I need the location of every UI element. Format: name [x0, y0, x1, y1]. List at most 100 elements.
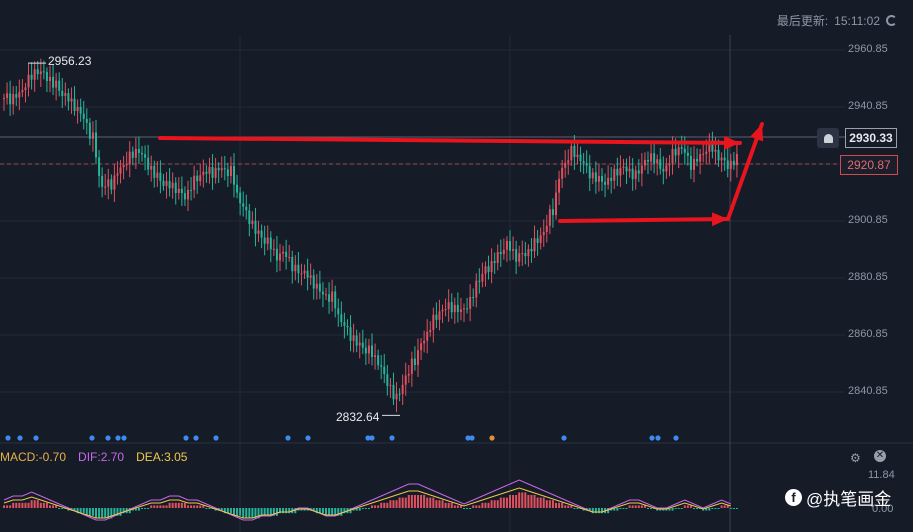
candle-body [101, 175, 104, 187]
macd-bar [24, 502, 27, 508]
refresh-icon[interactable] [886, 15, 897, 26]
candle-body [236, 184, 239, 193]
candle-body [6, 93, 9, 99]
candle-body [82, 113, 85, 119]
macd-bar [361, 508, 364, 509]
candle-body [325, 294, 327, 296]
y-tick-label: 2960.85 [848, 43, 888, 55]
candle-body [582, 160, 585, 163]
macd-bar [650, 508, 653, 509]
macd-bar [714, 508, 717, 509]
macd-bar [95, 508, 97, 519]
candle-body [361, 342, 364, 348]
candle-body [622, 166, 625, 168]
macd-bar [128, 508, 131, 514]
macd-bar [82, 508, 85, 514]
candle-body [229, 165, 232, 177]
candle-body [487, 266, 490, 273]
macd-bar [282, 508, 285, 514]
breakout-arrow-head [750, 124, 764, 142]
candle-body [122, 164, 125, 168]
candle-body [398, 393, 401, 395]
macd-bar [116, 508, 119, 516]
candle-body [417, 350, 419, 365]
macd-bar [73, 508, 76, 511]
candle-body [98, 157, 101, 176]
candle-body [404, 375, 407, 385]
macd-bar [410, 495, 413, 508]
candle-body [496, 252, 499, 263]
macd-bar [634, 505, 637, 508]
candle-body [199, 175, 202, 182]
candle-body [533, 238, 536, 252]
candle-body [168, 180, 171, 189]
last-update-label: 最后更新: [776, 14, 829, 28]
macd-bar [229, 508, 232, 514]
macd-bar [367, 508, 370, 509]
macd-bar [689, 505, 692, 508]
macd-bar [377, 505, 380, 508]
candle-body [466, 308, 469, 310]
candle-body [686, 152, 689, 156]
candle-body [113, 175, 116, 190]
macd-bar [484, 502, 487, 508]
macd-bar [435, 500, 438, 508]
candle-body [226, 169, 229, 177]
macd-value: MACD:-0.70 [0, 450, 67, 464]
candle-body [435, 314, 438, 320]
candle-body [245, 206, 248, 211]
macd-bar [392, 500, 395, 508]
macd-bar [594, 508, 597, 514]
last-price-tag: 2920.87 [840, 155, 898, 175]
candle-body [144, 154, 147, 158]
macd-bar [107, 508, 110, 519]
macd-bar [417, 495, 419, 508]
event-dot [561, 435, 567, 441]
macd-bar [450, 502, 453, 508]
candle-body [328, 294, 331, 302]
macd-bar [509, 495, 511, 508]
macd-bar [137, 508, 140, 511]
macd-bar [588, 508, 591, 511]
candle-body [177, 188, 180, 193]
macd-bar [674, 508, 677, 509]
candle-body [518, 253, 521, 262]
candle-body [432, 314, 435, 330]
gear-icon[interactable]: ⚙ [850, 451, 861, 465]
candle-body [272, 248, 275, 250]
macd-bar [643, 505, 646, 508]
candle-body [726, 160, 729, 169]
candle-body [30, 74, 33, 80]
macd-bar [45, 502, 48, 508]
candle-body [484, 266, 487, 274]
close-icon[interactable]: ✕ [874, 450, 886, 462]
event-dot [121, 435, 127, 441]
macd-bar [42, 502, 45, 508]
macd-bar [79, 508, 82, 514]
candle-body [233, 165, 235, 185]
y-tick-label: 2900.85 [848, 214, 888, 226]
candle-body [530, 248, 533, 252]
macd-bar [236, 508, 239, 516]
macd-bar [567, 505, 570, 508]
low-label: 2832.64 [336, 410, 380, 424]
candle-body [490, 261, 493, 273]
macd-bar [717, 508, 720, 509]
candle-body [499, 252, 502, 255]
macd-bar [720, 505, 723, 508]
macd-bar [558, 502, 561, 508]
candle-body [693, 158, 695, 170]
candle-body [131, 151, 134, 158]
candle-body [64, 93, 67, 97]
candle-body [456, 304, 459, 312]
candle-body [567, 160, 570, 163]
macd-bar [279, 508, 281, 514]
candle-body [303, 270, 306, 274]
candle-body [27, 74, 30, 88]
event-dot [655, 435, 661, 441]
candle-body [205, 171, 208, 174]
bell-icon[interactable] [817, 128, 839, 148]
candle-body [463, 308, 465, 310]
candle-body [647, 159, 649, 162]
